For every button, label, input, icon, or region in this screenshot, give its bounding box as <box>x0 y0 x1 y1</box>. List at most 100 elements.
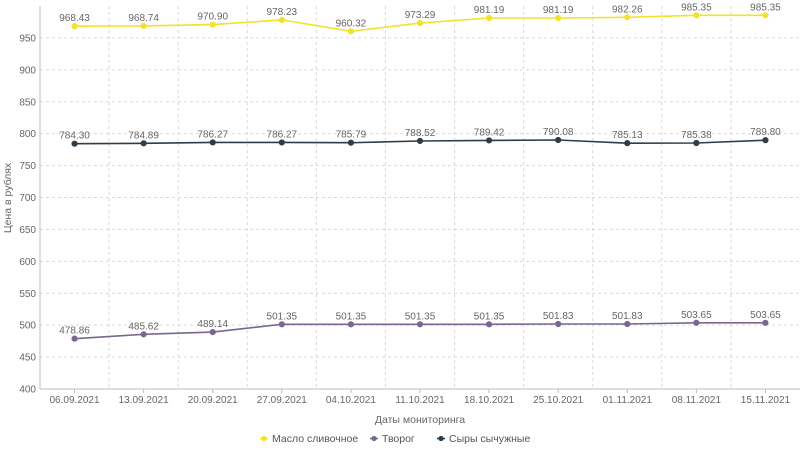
data-point <box>624 140 631 147</box>
data-point <box>71 140 78 147</box>
x-axis-title: Даты мониторинга <box>375 414 465 426</box>
legend-marker <box>438 435 444 442</box>
data-point <box>347 321 355 328</box>
y-tick-label: 450 <box>19 353 36 364</box>
x-tick-label: 13.09.2021 <box>119 395 169 406</box>
y-tick-label: 650 <box>19 225 36 236</box>
y-tick-label: 500 <box>19 321 36 332</box>
legend-marker <box>371 435 377 442</box>
data-point <box>485 321 493 328</box>
x-tick-label: 25.10.2021 <box>533 395 583 406</box>
data-point <box>693 319 700 326</box>
data-point <box>416 321 424 328</box>
x-tick-label: 01.11.2021 <box>603 395 653 406</box>
legend-item-1: Масло сливочное <box>260 433 358 445</box>
x-tick-label: 08.11.2021 <box>672 395 722 406</box>
y-tick-label: 550 <box>19 289 36 300</box>
data-label: 501.35 <box>405 311 436 322</box>
x-tick-label: 20.09.2021 <box>188 395 238 406</box>
data-point <box>555 14 562 22</box>
data-label: 960.32 <box>336 18 367 29</box>
data-point <box>416 137 424 145</box>
data-label: 985.35 <box>750 2 781 13</box>
legend-item-2: Творог <box>370 433 415 445</box>
legend-item-3: Сыры сычужные <box>437 433 530 445</box>
data-label: 788.52 <box>405 128 436 139</box>
legend-marker <box>261 435 267 442</box>
legend-label: Творог <box>382 433 415 445</box>
data-point <box>624 320 631 328</box>
y-tick-label: 850 <box>19 97 36 108</box>
x-tick-label: 04.10.2021 <box>326 395 376 406</box>
data-label: 785.38 <box>681 130 712 141</box>
data-point <box>209 328 216 336</box>
y-tick-label: 700 <box>19 193 36 204</box>
x-tick-label: 15.11.2021 <box>741 395 791 406</box>
data-point <box>555 320 562 328</box>
data-label: 503.65 <box>750 310 781 321</box>
data-label: 968.74 <box>128 13 159 24</box>
data-point <box>209 21 216 28</box>
data-point <box>762 12 769 19</box>
x-axis: 06.09.2021 13.09.2021 20.09.2021 27.09.2021… <box>40 388 800 406</box>
data-point <box>624 14 631 21</box>
data-label: 501.35 <box>336 311 367 322</box>
legend: Масло сливочное Творог Сыры сычужные <box>260 433 530 445</box>
series-group: 968.43 968.74 970.90 978.23 960.32 973.29 981.… <box>59 2 781 342</box>
data-label: 501.35 <box>474 311 505 322</box>
data-label: 789.42 <box>474 127 505 138</box>
data-label: 978.23 <box>267 7 298 18</box>
series-1: 968.43 968.74 970.90 978.23 960.32 973.29 981.… <box>59 2 781 35</box>
data-point <box>347 139 355 146</box>
data-label: 985.35 <box>681 2 712 13</box>
data-point <box>555 136 562 144</box>
data-point <box>485 137 493 144</box>
data-point <box>416 19 424 27</box>
y-tick-label: 400 <box>19 385 36 396</box>
data-label: 785.79 <box>336 130 367 141</box>
data-label: 485.62 <box>128 321 159 332</box>
data-point <box>140 331 147 338</box>
data-label: 982.26 <box>612 4 643 15</box>
data-label: 501.83 <box>612 311 643 322</box>
data-label: 973.29 <box>405 10 436 21</box>
grid <box>40 6 800 390</box>
data-point <box>278 321 285 328</box>
data-point <box>693 139 700 147</box>
y-tick-label: 800 <box>19 129 36 140</box>
data-point <box>140 140 147 147</box>
data-label: 786.27 <box>197 129 228 140</box>
data-label: 784.30 <box>59 131 90 142</box>
data-label: 489.14 <box>197 319 228 330</box>
legend-label: Масло сливочное <box>272 433 358 445</box>
data-point <box>278 16 285 23</box>
y-tick-label: 900 <box>19 65 36 76</box>
data-label: 789.80 <box>750 127 781 138</box>
data-label: 790.08 <box>543 127 574 138</box>
y-axis-title: Цена в рублях <box>2 162 14 233</box>
data-label: 503.65 <box>681 310 712 321</box>
x-tick-label: 18.10.2021 <box>464 395 514 406</box>
x-tick-label: 27.09.2021 <box>257 395 307 406</box>
data-label: 970.90 <box>197 12 228 23</box>
data-point <box>278 139 285 146</box>
data-label: 478.86 <box>59 326 90 337</box>
data-point <box>693 12 700 19</box>
series-2: 478.86 485.62 489.14 501.35 501.35 501.35 501.… <box>59 310 781 342</box>
data-point <box>347 28 355 35</box>
data-label: 784.89 <box>128 130 159 141</box>
x-tick-label: 11.10.2021 <box>395 395 445 406</box>
legend-label: Сыры сычужные <box>449 433 530 445</box>
y-axis: 400 450 500 550 600 650 700 750 800 850 900 950 <box>19 6 41 396</box>
data-label: 501.83 <box>543 311 574 322</box>
data-point <box>140 22 147 30</box>
data-label: 968.43 <box>59 13 90 24</box>
x-tick-label: 06.09.2021 <box>50 395 100 406</box>
data-point <box>71 23 78 30</box>
data-point <box>762 137 769 144</box>
series-3: 784.30 784.89 786.27 786.27 785.79 788.52 789.… <box>59 127 781 147</box>
data-label: 786.27 <box>267 129 298 140</box>
y-tick-label: 950 <box>19 33 36 44</box>
data-point <box>485 14 493 22</box>
